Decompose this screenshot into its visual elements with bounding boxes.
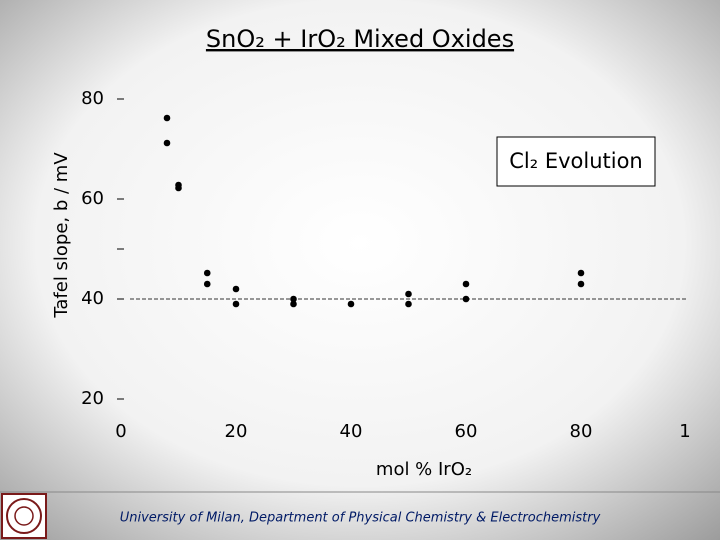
x-tick-label: 40: [340, 421, 363, 442]
data-point: [577, 269, 585, 277]
y-tick-label: 80: [81, 88, 104, 109]
data-point: [290, 300, 297, 308]
data-point: [462, 280, 470, 288]
data-point: [232, 300, 240, 308]
x-tick-label: 0: [115, 421, 126, 442]
data-point: [405, 300, 412, 308]
x-axis-label: mol % IrO₂: [376, 459, 472, 480]
annotation: Cl₂ Evolution: [509, 149, 643, 173]
logo: [1, 493, 47, 539]
footer-text: University of Milan, Department of Physi…: [120, 511, 601, 526]
data-point: [232, 285, 240, 293]
slide-title: SnO₂ + IrO₂ Mixed Oxides: [206, 25, 514, 53]
data-point: [347, 300, 355, 308]
x-tick-label: 80: [570, 421, 593, 442]
x-tick-label: 60: [455, 421, 478, 442]
data-point: [577, 280, 585, 288]
data-point: [203, 269, 211, 277]
data-point: [462, 295, 470, 303]
data-point: [405, 290, 412, 298]
x-tick-label: 20: [225, 421, 248, 442]
y-tick-label: 60: [81, 188, 104, 209]
x-tick-label: 1: [679, 421, 690, 442]
annotation-box: [496, 136, 656, 187]
y-tick-label: 20: [81, 388, 104, 409]
data-point: [175, 184, 182, 192]
data-point: [290, 295, 297, 303]
data-point: [163, 114, 171, 122]
y-tick-label: 40: [81, 288, 104, 309]
y-axis-label: Tafel slope, b / mV: [51, 152, 72, 319]
data-point: [203, 280, 211, 288]
data-point: [163, 139, 171, 147]
